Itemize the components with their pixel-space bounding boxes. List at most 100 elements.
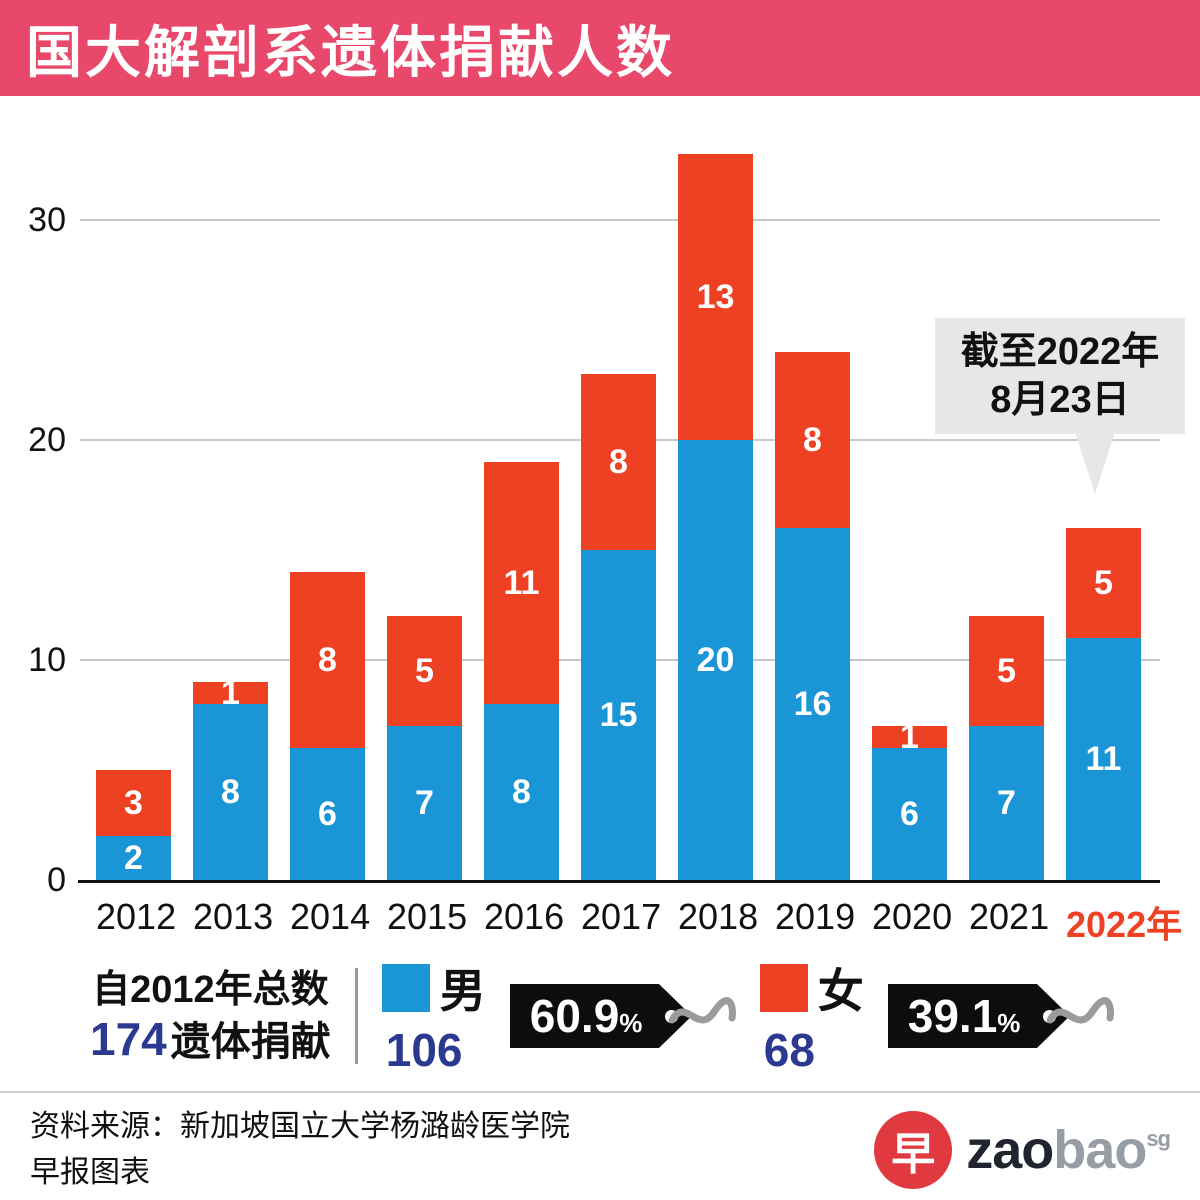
footer: 资料来源：新加坡国立大学杨潞龄医学院 早报图表 早 zaobaosg [0,1091,1200,1198]
bar-value-label: 2 [124,838,143,877]
female-tag-shape: 39.1 % [887,984,1070,1048]
bar-value-label: 13 [696,277,735,316]
summary-line1: 自2012年总数 [92,968,329,1011]
bar-value-label: 8 [318,640,337,679]
bar-group: 13 20 [678,154,753,880]
female-percent: 39.1 [907,990,998,1042]
male-percent-tag: 60.9 % [509,984,736,1048]
y-axis-tick-label: 0 [47,861,66,899]
bar-value-label: 8 [609,442,628,481]
x-axis-label: 2013 [193,896,274,937]
legend-female: 女 68 [759,955,864,1077]
bar-value-label: 11 [1085,739,1122,778]
bar-value-label: 1 [900,717,919,756]
bar-value-label: 1 [221,673,240,712]
bar-segment-male: 2 [96,836,171,880]
summary-line2: 174 遗体捐献 [90,1014,331,1067]
bar-segment-male: 20 [678,440,753,880]
legend-divider [354,968,358,1064]
summary-total: 自2012年总数 174 遗体捐献 [90,966,331,1067]
x-axis-label: 2022年 [1066,904,1183,945]
callout-line2: 8月23日 [990,379,1130,421]
bar-segment-male: 7 [969,726,1044,880]
bar-value-label: 5 [997,651,1016,690]
bar-segment-female: 3 [96,770,171,836]
bar-segment-male: 15 [581,550,656,880]
x-axis-label: 2012 [96,896,177,937]
bar-value-label: 3 [124,783,143,822]
legend-male-top: 男 [381,955,486,1021]
callout-pointer [1075,432,1115,494]
bar-segment-male: 7 [387,726,462,880]
x-axis-labels: 2012 2013 2014 2015 2016 2017 2018 2019 2020 2021… [96,896,1183,948]
y-axis-tick-label: 30 [28,201,66,239]
bar-segment-female: 8 [775,352,850,528]
bar-segment-female: 5 [969,616,1044,726]
bar-value-label: 7 [415,783,434,822]
chart-area: 3 2 1 8 8 6 5 7 11 8 8 15 13 20 8 16 1 6 5 7 5 11 2012 2013 201… [0,96,1200,945]
bar-value-label: 6 [318,794,337,833]
male-label: 男 [439,965,486,1017]
credit-text: 早报图表 [30,1155,150,1189]
bar-segment-female: 1 [872,718,947,756]
legend-row: 自2012年总数 174 遗体捐献 男 106 60.9 % 女 68 39.1 … [0,941,1200,1091]
bar-segment-male: 11 [1066,638,1141,880]
plot-area: 3 2 1 8 8 6 5 7 11 8 8 15 13 20 8 16 1 6 5 7 5 11 [96,96,1141,880]
bar-value-label: 16 [793,684,832,723]
bar-segment-male: 6 [872,748,947,880]
male-value: 106 [385,1024,463,1076]
footer-text: 资料来源：新加坡国立大学杨潞龄医学院 早报图表 [30,1104,570,1196]
bar-segment-female: 13 [678,154,753,440]
bar-value-label: 5 [1094,563,1113,602]
header-bar: 国大解剖系遗体捐献人数 [0,0,1200,96]
gridline [80,219,1160,221]
y-axis-tick-label: 20 [28,421,66,459]
total-value: 174 [90,1012,167,1065]
x-axis-label: 2020 [872,896,953,937]
bar-value-label: 8 [221,772,240,811]
female-swatch-icon [759,964,808,1012]
x-axis-label: 2021 [969,896,1050,937]
total-label: 遗体捐献 [170,1019,331,1064]
bar-segment-male: 8 [484,704,559,880]
brand-bao: bao [1053,1119,1147,1180]
tag-string-icon [1046,997,1114,1024]
bar-value-label: 8 [512,772,531,811]
page-title: 国大解剖系遗体捐献人数 [26,20,675,84]
bar-value-label: 7 [997,783,1016,822]
zaobao-logo-icon: 早 [874,1110,953,1189]
y-axis-tick-label: 10 [28,641,66,679]
brand-wordmark: zaobaosg [966,1119,1171,1181]
brand-zao: zao [966,1119,1054,1180]
source-text: 资料来源：新加坡国立大学杨潞龄医学院 [30,1109,570,1143]
x-axis-label: 2017 [581,896,662,937]
x-axis-label: 2016 [484,896,565,937]
female-value: 68 [763,1024,815,1076]
bar-value-label: 11 [503,563,540,602]
bar-group: 5 11 [1066,528,1141,880]
x-axis-label: 2019 [775,896,856,937]
x-axis-label: 2018 [678,896,759,937]
bar-segment-female: 1 [193,674,268,712]
bar-value-label: 6 [900,794,919,833]
bar-group: 8 15 [581,374,656,880]
male-percent: 60.9 [529,990,620,1042]
logo-glyph: 早 [891,1129,936,1179]
female-label: 女 [817,965,864,1017]
bar-segment-male: 16 [775,528,850,880]
tag-string-icon [668,997,736,1024]
bar-group: 8 16 [775,352,850,880]
bar-value-label: 5 [415,651,434,690]
legend-male: 男 106 [381,955,486,1077]
legend-female-top: 女 [759,955,864,1021]
bar-segment-female: 11 [484,462,559,704]
x-axis-label: 2014 [290,896,371,937]
female-percent-tag: 39.1 % [887,984,1114,1048]
bar-value-label: 8 [803,420,822,459]
bar-segment-female: 8 [290,572,365,748]
x-axis-label: 2015 [387,896,468,937]
